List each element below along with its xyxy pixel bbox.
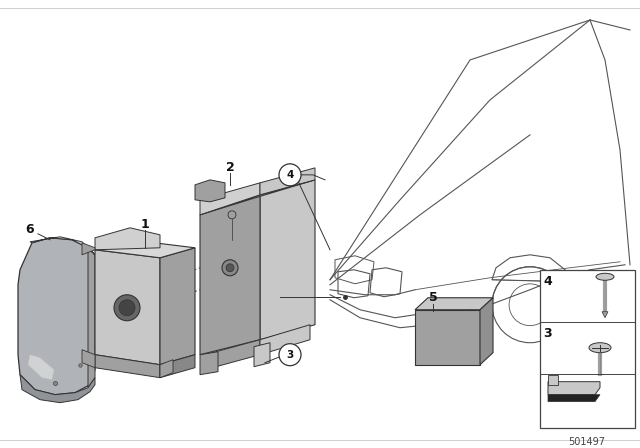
Polygon shape (95, 228, 160, 250)
Text: 2: 2 (226, 161, 234, 174)
Text: 3: 3 (544, 327, 552, 340)
Polygon shape (415, 310, 480, 365)
Text: 6: 6 (26, 223, 35, 236)
Polygon shape (200, 183, 260, 215)
Polygon shape (260, 180, 315, 340)
Circle shape (279, 344, 301, 366)
Polygon shape (82, 243, 95, 255)
Ellipse shape (114, 295, 140, 321)
Polygon shape (160, 355, 195, 378)
Polygon shape (415, 298, 493, 310)
Polygon shape (200, 195, 260, 355)
Ellipse shape (589, 343, 611, 353)
Ellipse shape (119, 300, 135, 316)
Bar (540, 270, 635, 428)
Circle shape (279, 164, 301, 186)
Polygon shape (205, 340, 260, 370)
Polygon shape (95, 250, 160, 365)
Text: 3: 3 (286, 350, 294, 360)
Polygon shape (548, 382, 600, 395)
Polygon shape (195, 180, 225, 202)
Circle shape (228, 211, 236, 219)
Polygon shape (200, 352, 218, 375)
Polygon shape (602, 312, 608, 318)
Text: 1: 1 (141, 218, 149, 231)
Polygon shape (18, 238, 95, 395)
Polygon shape (95, 240, 195, 258)
Polygon shape (20, 375, 95, 403)
Polygon shape (160, 248, 195, 365)
Circle shape (222, 260, 238, 276)
Polygon shape (30, 237, 95, 255)
Text: 4: 4 (543, 275, 552, 288)
Ellipse shape (596, 273, 614, 280)
Text: 5: 5 (429, 291, 437, 304)
Polygon shape (160, 360, 173, 378)
Polygon shape (82, 350, 95, 368)
Polygon shape (480, 298, 493, 365)
Polygon shape (28, 355, 54, 379)
Text: 4: 4 (286, 170, 294, 180)
Polygon shape (88, 248, 95, 388)
Polygon shape (260, 168, 315, 195)
Polygon shape (200, 180, 315, 215)
Polygon shape (254, 343, 270, 367)
Polygon shape (95, 355, 160, 378)
Polygon shape (260, 325, 310, 355)
Polygon shape (548, 375, 558, 385)
Text: 501497: 501497 (568, 437, 605, 447)
Polygon shape (548, 395, 600, 402)
Circle shape (226, 264, 234, 272)
